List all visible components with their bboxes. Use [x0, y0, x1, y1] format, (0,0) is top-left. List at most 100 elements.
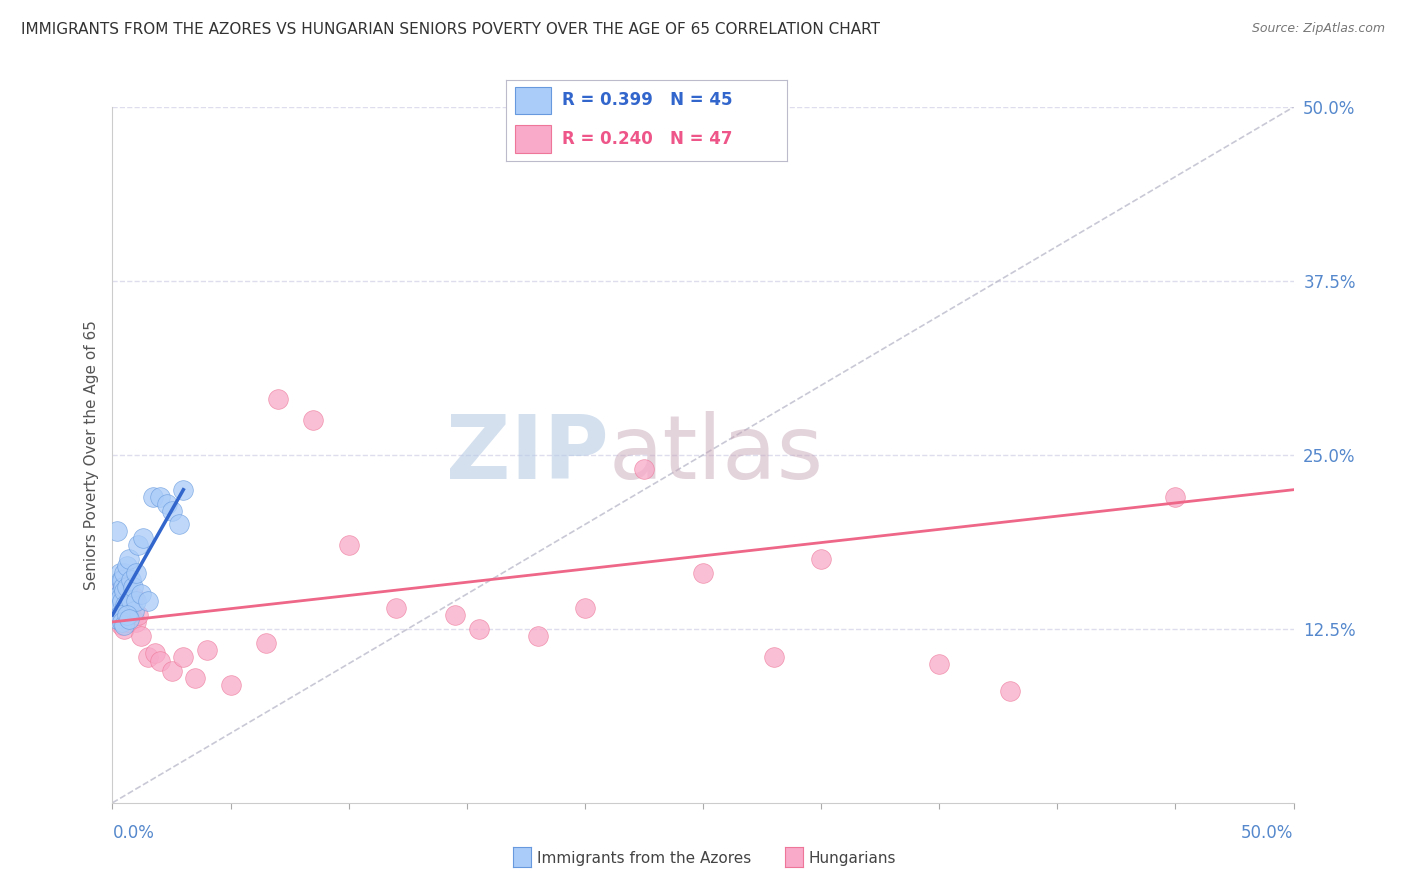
Point: [267, 392, 290, 407]
Text: Hungarians: Hungarians: [808, 851, 896, 865]
Point: [105, 524, 128, 539]
Point: [633, 462, 655, 476]
Point: [112, 580, 135, 594]
Point: [122, 604, 145, 618]
Text: 0.0%: 0.0%: [112, 824, 155, 842]
Point: [115, 580, 138, 594]
Point: [810, 552, 832, 566]
Point: [112, 604, 135, 618]
Point: [114, 598, 136, 612]
Point: [156, 497, 179, 511]
Point: [108, 607, 131, 622]
Point: [444, 607, 467, 622]
Point: [118, 594, 141, 608]
Point: [121, 612, 143, 626]
Point: [105, 580, 128, 594]
Text: IMMIGRANTS FROM THE AZORES VS HUNGARIAN SENIORS POVERTY OVER THE AGE OF 65 CORRE: IMMIGRANTS FROM THE AZORES VS HUNGARIAN …: [21, 22, 880, 37]
Point: [1164, 490, 1187, 504]
Point: [167, 517, 190, 532]
Point: [762, 649, 785, 664]
Point: [121, 580, 143, 594]
Point: [143, 646, 166, 660]
Point: [574, 601, 596, 615]
Point: [111, 607, 134, 622]
Point: [118, 552, 141, 566]
Point: [127, 538, 149, 552]
Point: [112, 566, 135, 581]
Point: [111, 573, 134, 587]
Point: [125, 594, 148, 608]
Point: [302, 413, 325, 427]
Point: [110, 617, 132, 632]
Point: [111, 615, 134, 629]
Point: [108, 598, 131, 612]
Point: [149, 490, 172, 504]
Point: [254, 636, 277, 650]
Point: [107, 598, 129, 612]
Text: Immigrants from the Azores: Immigrants from the Azores: [537, 851, 751, 865]
Point: [219, 677, 242, 691]
Point: [120, 601, 142, 615]
Point: [112, 584, 135, 599]
Point: [337, 538, 360, 552]
Point: [118, 598, 141, 612]
Point: [172, 649, 194, 664]
Point: [184, 671, 207, 685]
Point: [107, 594, 129, 608]
Point: [118, 612, 141, 626]
Point: [112, 580, 135, 594]
Point: [112, 622, 135, 636]
Point: [129, 587, 152, 601]
FancyBboxPatch shape: [515, 87, 551, 114]
Point: [998, 684, 1021, 698]
Point: [105, 604, 128, 618]
Point: [108, 587, 131, 601]
Point: [127, 607, 149, 622]
Y-axis label: Seniors Poverty Over the Age of 65: Seniors Poverty Over the Age of 65: [83, 320, 98, 590]
Point: [125, 566, 148, 581]
Point: [928, 657, 950, 671]
Point: [105, 594, 128, 608]
Point: [115, 580, 138, 594]
Point: [111, 612, 134, 626]
Point: [160, 503, 183, 517]
Point: [112, 601, 135, 615]
Point: [120, 607, 142, 622]
Point: [105, 612, 128, 626]
Point: [115, 601, 138, 615]
Point: [117, 607, 139, 622]
Text: 50.0%: 50.0%: [1241, 824, 1294, 842]
Point: [111, 594, 134, 608]
Text: R = 0.240   N = 47: R = 0.240 N = 47: [562, 130, 733, 148]
Point: [112, 617, 135, 632]
Text: atlas: atlas: [609, 411, 824, 499]
Text: Source: ZipAtlas.com: Source: ZipAtlas.com: [1251, 22, 1385, 36]
Point: [129, 629, 152, 643]
Point: [120, 594, 142, 608]
Point: [692, 566, 714, 581]
Point: [160, 664, 183, 678]
FancyBboxPatch shape: [515, 125, 551, 153]
Point: [115, 559, 138, 574]
Point: [108, 566, 131, 581]
Point: [111, 590, 134, 604]
Point: [149, 654, 172, 668]
Point: [105, 580, 128, 594]
Point: [385, 601, 408, 615]
Point: [125, 615, 148, 629]
Point: [526, 629, 548, 643]
Point: [120, 573, 142, 587]
Point: [172, 483, 194, 497]
Point: [110, 590, 132, 604]
Point: [114, 604, 136, 618]
Point: [110, 573, 132, 587]
Point: [136, 649, 159, 664]
Point: [108, 587, 131, 601]
Point: [122, 590, 145, 604]
Point: [132, 532, 155, 546]
Text: R = 0.399   N = 45: R = 0.399 N = 45: [562, 91, 733, 110]
Text: ZIP: ZIP: [446, 411, 609, 499]
Point: [467, 622, 489, 636]
Point: [108, 607, 131, 622]
Point: [195, 642, 218, 657]
